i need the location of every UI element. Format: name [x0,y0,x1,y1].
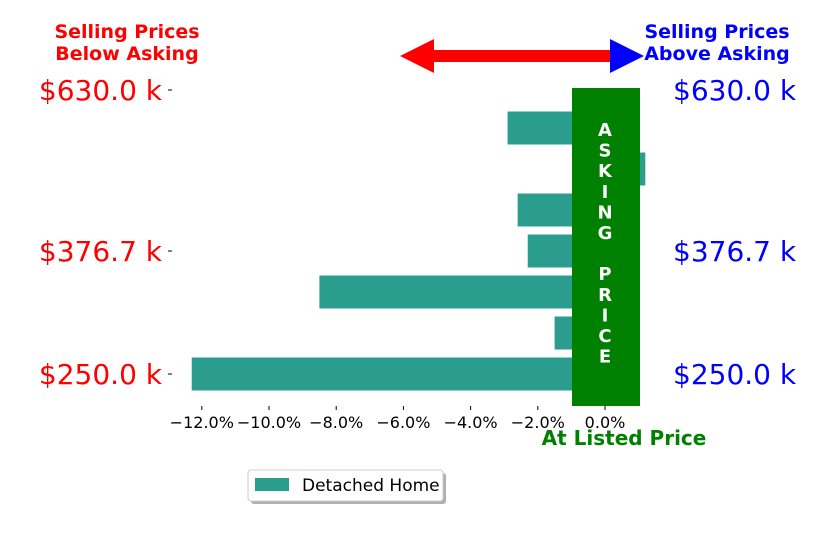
header-left-line1: Selling Prices [54,21,199,43]
at-listed-price-label: At Listed Price [542,426,707,450]
x-tick-label: −4.0% [444,413,498,432]
header-left-line2: Below Asking [55,43,198,65]
price-label-left: $376.7 k [39,235,163,268]
asking-letter: S [599,141,612,162]
price-label-right: $250.0 k [673,358,797,391]
price-labels-group: $250.0 k $250.0 k $376.7 k $376.7 k $630.0 k… [39,74,797,391]
asking-letter: K [598,161,613,182]
price-label-left: $630.0 k [39,74,163,107]
header-right-line1: Selling Prices [644,21,789,43]
asking-letter: P [598,264,611,285]
x-tick-label: −10.0% [237,413,301,432]
x-tick-label: −12.0% [170,413,234,432]
asking-letter: R [598,285,612,306]
bar [319,275,605,309]
x-tick-label: −8.0% [309,413,363,432]
price-label-right: $376.7 k [673,235,797,268]
x-tick-label: −6.0% [376,413,430,432]
legend: Detached Home [247,469,446,504]
price-label-right: $630.0 k [673,74,797,107]
asking-price-band [572,88,640,406]
asking-letter: E [599,347,611,368]
bar [191,357,605,391]
header-right-line2: Above Asking [644,43,790,65]
direction-arrow-icon [400,39,644,73]
legend-label: Detached Home [302,476,440,496]
legend-swatch [255,478,289,491]
asking-letter: G [598,223,613,244]
asking-letter: N [597,202,612,223]
price-label-left: $250.0 k [39,358,163,391]
x-tick-label: 0.0% [585,413,626,432]
asking-letter: I [602,182,609,203]
x-tick-label: −2.0% [511,413,565,432]
x-axis: −12.0% −10.0% −8.0% −6.0% −4.0% −2.0% 0.0% [170,406,626,432]
asking-letter: C [598,326,611,347]
asking-letter: A [598,120,612,141]
asking-letter: I [602,305,609,326]
